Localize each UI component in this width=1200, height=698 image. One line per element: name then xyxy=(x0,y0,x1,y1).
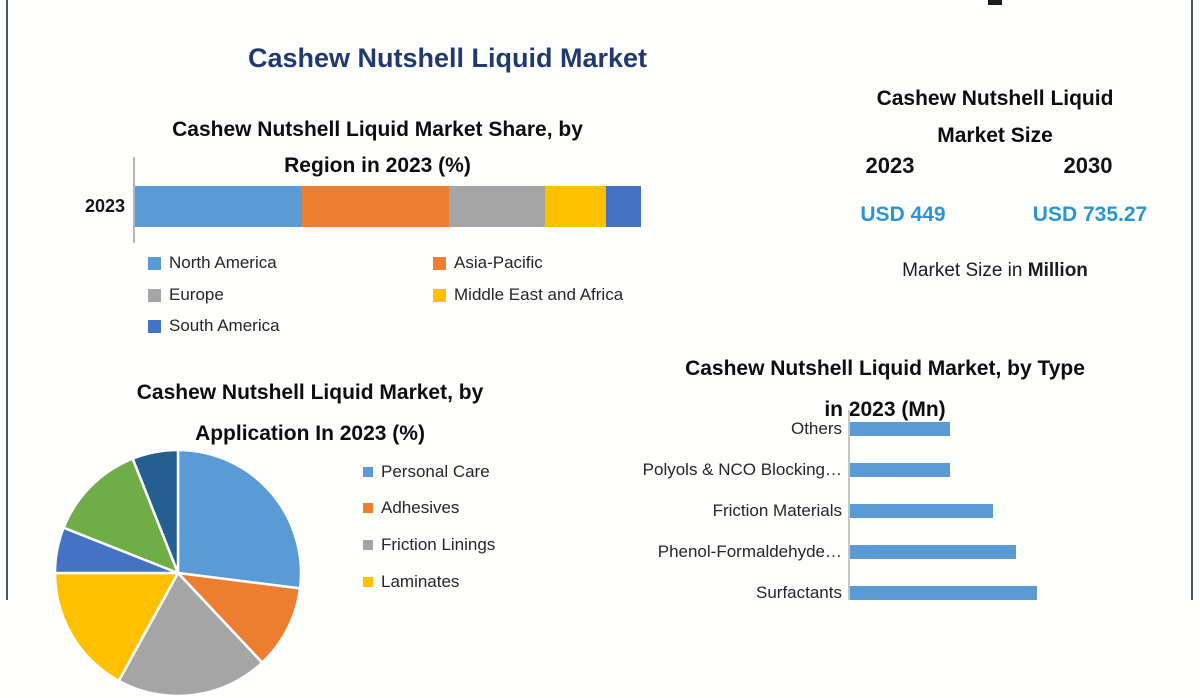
legend-item: Friction Linings xyxy=(363,534,495,556)
legend-swatch xyxy=(363,503,373,513)
region-chart-title-line1: Cashew Nutshell Liquid Market Share, by xyxy=(172,118,583,141)
market-size-value-2030: USD 735.27 xyxy=(1032,203,1148,226)
market-size-caption: Market Size in Million xyxy=(820,260,1170,282)
market-size-title-line1: Cashew Nutshell Liquid xyxy=(876,87,1114,110)
pie-slice xyxy=(176,448,303,590)
market-size-title: Cashew Nutshell Liquid Market Size xyxy=(820,80,1170,154)
market-size-value-2023: USD 449 xyxy=(860,203,946,226)
region-bar-segment xyxy=(605,186,641,227)
type-chart-category-label: Others xyxy=(790,419,842,438)
legend-item: Adhesives xyxy=(363,497,459,519)
region-stacked-bar xyxy=(135,186,641,227)
legend-swatch xyxy=(433,256,446,270)
legend-label: Laminates xyxy=(381,572,460,591)
region-chart-category-label: 2023 xyxy=(84,196,125,216)
legend-item: Asia-Pacific xyxy=(433,252,543,274)
market-size-year-2030: 2030 xyxy=(1063,153,1113,178)
pie-slice xyxy=(131,448,180,575)
legend-item: Middle East and Africa xyxy=(433,284,623,306)
legend-swatch xyxy=(363,467,373,477)
region-bar-segment xyxy=(448,186,545,227)
legend-label: Personal Care xyxy=(381,462,490,481)
frame-border-left xyxy=(6,0,8,600)
market-size-caption-unit: Million xyxy=(1027,260,1088,281)
type-chart-title-line2: in 2023 (Mn) xyxy=(824,398,946,421)
type-chart-title: Cashew Nutshell Liquid Market, by Type i… xyxy=(650,348,1120,430)
frame-border-right xyxy=(1191,0,1193,600)
region-chart-title: Cashew Nutshell Liquid Market Share, by … xyxy=(115,112,640,184)
legend-label: Europe xyxy=(169,285,224,304)
cropped-text-artifact xyxy=(988,0,1002,5)
region-bar-segment xyxy=(544,186,606,227)
legend-item: Laminates xyxy=(363,571,459,593)
legend-label: South America xyxy=(169,316,280,335)
region-chart-y-axis xyxy=(133,157,135,243)
type-chart-y-axis xyxy=(848,410,850,600)
legend-swatch xyxy=(433,288,446,302)
legend-swatch xyxy=(148,288,161,302)
legend-swatch xyxy=(363,540,373,550)
type-chart-category-label: Polyols & NCO Blocking… xyxy=(642,460,842,479)
legend-label: North America xyxy=(169,253,277,272)
application-chart-title: Cashew Nutshell Liquid Market, by Applic… xyxy=(110,372,510,454)
type-chart-bar xyxy=(850,463,950,477)
region-chart-title-line2: Region in 2023 (%) xyxy=(284,154,471,177)
type-chart-category-label: Surfactants xyxy=(756,583,842,602)
legend-label: Middle East and Africa xyxy=(454,285,624,304)
legend-item: South America xyxy=(148,315,280,337)
type-chart-bar xyxy=(850,504,993,518)
legend-label: Friction Linings xyxy=(381,535,496,554)
application-pie-chart xyxy=(53,448,303,698)
market-size-year-2023: 2023 xyxy=(865,153,915,178)
legend-item: North America xyxy=(148,252,277,274)
type-chart-category-label: Friction Materials xyxy=(712,501,842,520)
legend-item: Personal Care xyxy=(363,461,490,483)
region-bar-segment xyxy=(301,186,449,227)
market-size-caption-prefix: Market Size in xyxy=(902,260,1028,281)
pie-slice xyxy=(62,457,180,575)
legend-item: Europe xyxy=(148,284,224,306)
market-size-title-line2: Market Size xyxy=(937,124,1053,147)
application-chart-title-line1: Cashew Nutshell Liquid Market, by xyxy=(136,381,484,404)
legend-swatch xyxy=(148,319,161,333)
legend-swatch xyxy=(148,256,161,270)
region-bar-segment xyxy=(135,186,302,227)
type-chart-bar xyxy=(850,586,1037,600)
application-chart-title-line2: Application In 2023 (%) xyxy=(195,422,425,445)
page-title: Cashew Nutshell Liquid Market xyxy=(247,43,648,73)
legend-label: Asia-Pacific xyxy=(454,253,543,272)
type-chart-category-label: Phenol-Formaldehyde… xyxy=(657,542,842,561)
type-chart-bar xyxy=(850,422,950,436)
type-chart-bar xyxy=(850,545,1016,559)
type-chart-title-line1: Cashew Nutshell Liquid Market, by Type xyxy=(685,357,1085,380)
legend-swatch xyxy=(363,577,373,587)
legend-label: Adhesives xyxy=(381,498,460,517)
